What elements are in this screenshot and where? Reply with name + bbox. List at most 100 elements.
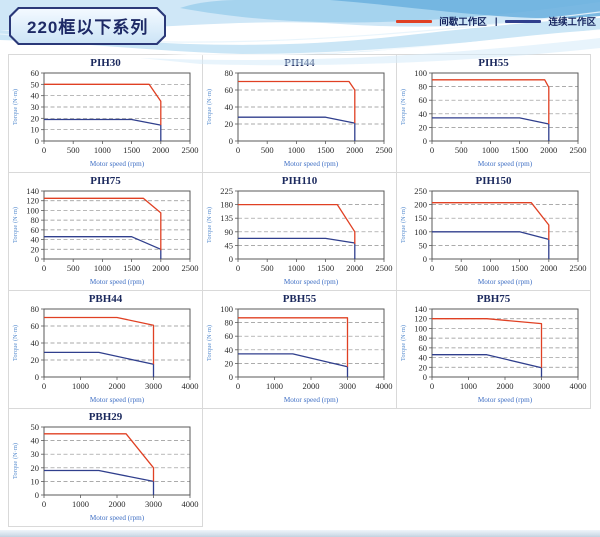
x-tick-label: 2000 xyxy=(540,263,557,273)
x-tick-label: 0 xyxy=(430,263,434,273)
y-tick-label: 60 xyxy=(225,85,234,95)
series-line-continuous xyxy=(432,354,543,377)
x-tick-label: 500 xyxy=(67,145,80,155)
chart-cell-pih55: PIH55 0 500 1000 1500 2000 2500 0 20 40 60 80 100 Tor… xyxy=(396,54,591,173)
series-line-continuous xyxy=(238,237,356,259)
series-line-continuous xyxy=(44,351,155,377)
y-tick-label: 80 xyxy=(31,306,40,314)
y-tick-label: 20 xyxy=(31,244,40,254)
x-tick-label: 4000 xyxy=(182,499,199,509)
x-tick-label: 1500 xyxy=(123,263,140,273)
y-tick-label: 100 xyxy=(414,227,427,237)
plot-border xyxy=(237,190,385,260)
x-tick-label: 3000 xyxy=(339,381,356,391)
y-tick-label: 30 xyxy=(31,102,40,112)
x-tick-label: 1000 xyxy=(482,145,499,155)
x-tick-label: 0 xyxy=(236,381,240,391)
chart-title: PBH29 xyxy=(88,411,123,423)
y-tick-label: 80 xyxy=(225,70,234,78)
x-tick-label: 1000 xyxy=(288,263,305,273)
x-tick-label: 0 xyxy=(42,499,46,509)
y-tick-label: 40 xyxy=(419,109,428,119)
y-tick-label: 0 xyxy=(229,254,233,264)
series-line-continuous xyxy=(44,469,155,495)
x-tick-label: 2000 xyxy=(540,145,557,155)
x-tick-label: 500 xyxy=(455,145,468,155)
y-tick-label: 120 xyxy=(26,196,39,206)
y-tick-label: 60 xyxy=(419,343,428,353)
x-tick-label: 3000 xyxy=(145,381,162,391)
y-tick-label: 80 xyxy=(419,82,428,92)
plot-border xyxy=(43,426,191,496)
y-axis-label: Torque (N·m) xyxy=(12,325,19,361)
x-tick-label: 1000 xyxy=(288,145,305,155)
series-line-intermittent xyxy=(238,80,356,124)
chart-legend: 间歇工作区 | 连续工作区 xyxy=(396,14,596,28)
x-axis-label: Motor speed (rpm) xyxy=(90,278,145,286)
x-tick-label: 500 xyxy=(455,263,468,273)
y-tick-label: 100 xyxy=(26,205,39,215)
footer-stripe xyxy=(0,530,600,537)
chart-title: PIH75 xyxy=(90,175,121,187)
chart-cell-pih150: PIH150 0 500 1000 1500 2000 2500 0 50 100 150 200 25… xyxy=(396,172,591,291)
y-tick-label: 50 xyxy=(31,79,40,89)
y-tick-label: 10 xyxy=(31,125,40,135)
y-tick-label: 180 xyxy=(220,200,233,210)
y-tick-label: 100 xyxy=(414,323,427,333)
page-header: 220框以下系列 间歇工作区 | 连续工作区 xyxy=(0,0,600,66)
chart-cell-pih110: PIH110 0 500 1000 1500 2000 2500 0 45 90 135 180 225… xyxy=(202,172,397,291)
y-tick-label: 20 xyxy=(31,355,40,365)
plot-border xyxy=(237,308,385,378)
torque-speed-chart: 0 1000 2000 3000 4000 0 20 40 60 80 Torque (N·m) Mo… xyxy=(12,306,199,404)
x-tick-label: 0 xyxy=(430,381,434,391)
y-axis-label: Torque (N·m) xyxy=(400,325,407,361)
chart-cell-pbh44: PBH44 0 1000 2000 3000 4000 0 20 40 60 80 Torque (N… xyxy=(8,290,203,409)
x-tick-label: 4000 xyxy=(182,381,199,391)
x-tick-label: 2000 xyxy=(497,381,514,391)
series-line-intermittent xyxy=(238,317,349,367)
x-tick-label: 2000 xyxy=(346,263,363,273)
y-axis-label: Torque (N·m) xyxy=(12,89,19,125)
x-axis-label: Motor speed (rpm) xyxy=(478,278,533,286)
x-tick-label: 2500 xyxy=(182,145,199,155)
torque-speed-chart: 0 1000 2000 3000 4000 0 20 40 60 80 100 Torque (N·m… xyxy=(206,306,393,404)
chart-grid-row: PBH29 0 1000 2000 3000 4000 0 10 20 30 40 50 Torque … xyxy=(8,408,591,527)
series-title-box: 220框以下系列 xyxy=(9,7,166,45)
x-tick-label: 2000 xyxy=(303,381,320,391)
y-tick-label: 20 xyxy=(419,122,428,132)
y-tick-label: 45 xyxy=(225,240,234,250)
x-tick-label: 2000 xyxy=(109,381,126,391)
x-tick-label: 0 xyxy=(236,263,240,273)
chart-title: PIH110 xyxy=(281,175,318,187)
y-tick-label: 60 xyxy=(31,225,40,235)
chart-cell-pih30: PIH30 0 500 1000 1500 2000 2500 0 10 20 30 40 50 60 To… xyxy=(8,54,203,173)
x-tick-label: 1000 xyxy=(482,263,499,273)
x-tick-label: 1500 xyxy=(123,145,140,155)
chart-grid-row: PIH75 0 500 1000 1500 2000 2500 0 20 40 60 80 100 120… xyxy=(8,172,591,291)
series-line-continuous xyxy=(432,117,550,141)
y-tick-label: 0 xyxy=(35,136,39,146)
y-tick-label: 0 xyxy=(229,372,233,382)
y-tick-label: 60 xyxy=(31,70,40,78)
x-tick-label: 2500 xyxy=(376,263,393,273)
y-tick-label: 80 xyxy=(31,215,40,225)
chart-title: PIH150 xyxy=(475,175,512,187)
y-tick-label: 90 xyxy=(225,227,234,237)
torque-speed-chart: 0 500 1000 1500 2000 2500 0 20 40 60 80 100 Torque (… xyxy=(400,70,587,168)
y-tick-label: 50 xyxy=(419,240,428,250)
y-tick-label: 0 xyxy=(35,490,39,500)
x-tick-label: 0 xyxy=(236,145,240,155)
x-tick-label: 1000 xyxy=(94,145,111,155)
y-tick-label: 20 xyxy=(31,463,40,473)
x-tick-label: 0 xyxy=(42,145,46,155)
y-tick-label: 140 xyxy=(414,306,427,314)
y-axis-label: Torque (N·m) xyxy=(206,325,213,361)
series-line-intermittent xyxy=(238,203,356,244)
x-axis-label: Motor speed (rpm) xyxy=(478,396,533,404)
x-tick-label: 500 xyxy=(67,263,80,273)
y-tick-label: 40 xyxy=(31,91,40,101)
x-tick-label: 1000 xyxy=(460,381,477,391)
torque-speed-chart: 0 500 1000 1500 2000 2500 0 45 90 135 180 225 Torque… xyxy=(206,188,393,286)
